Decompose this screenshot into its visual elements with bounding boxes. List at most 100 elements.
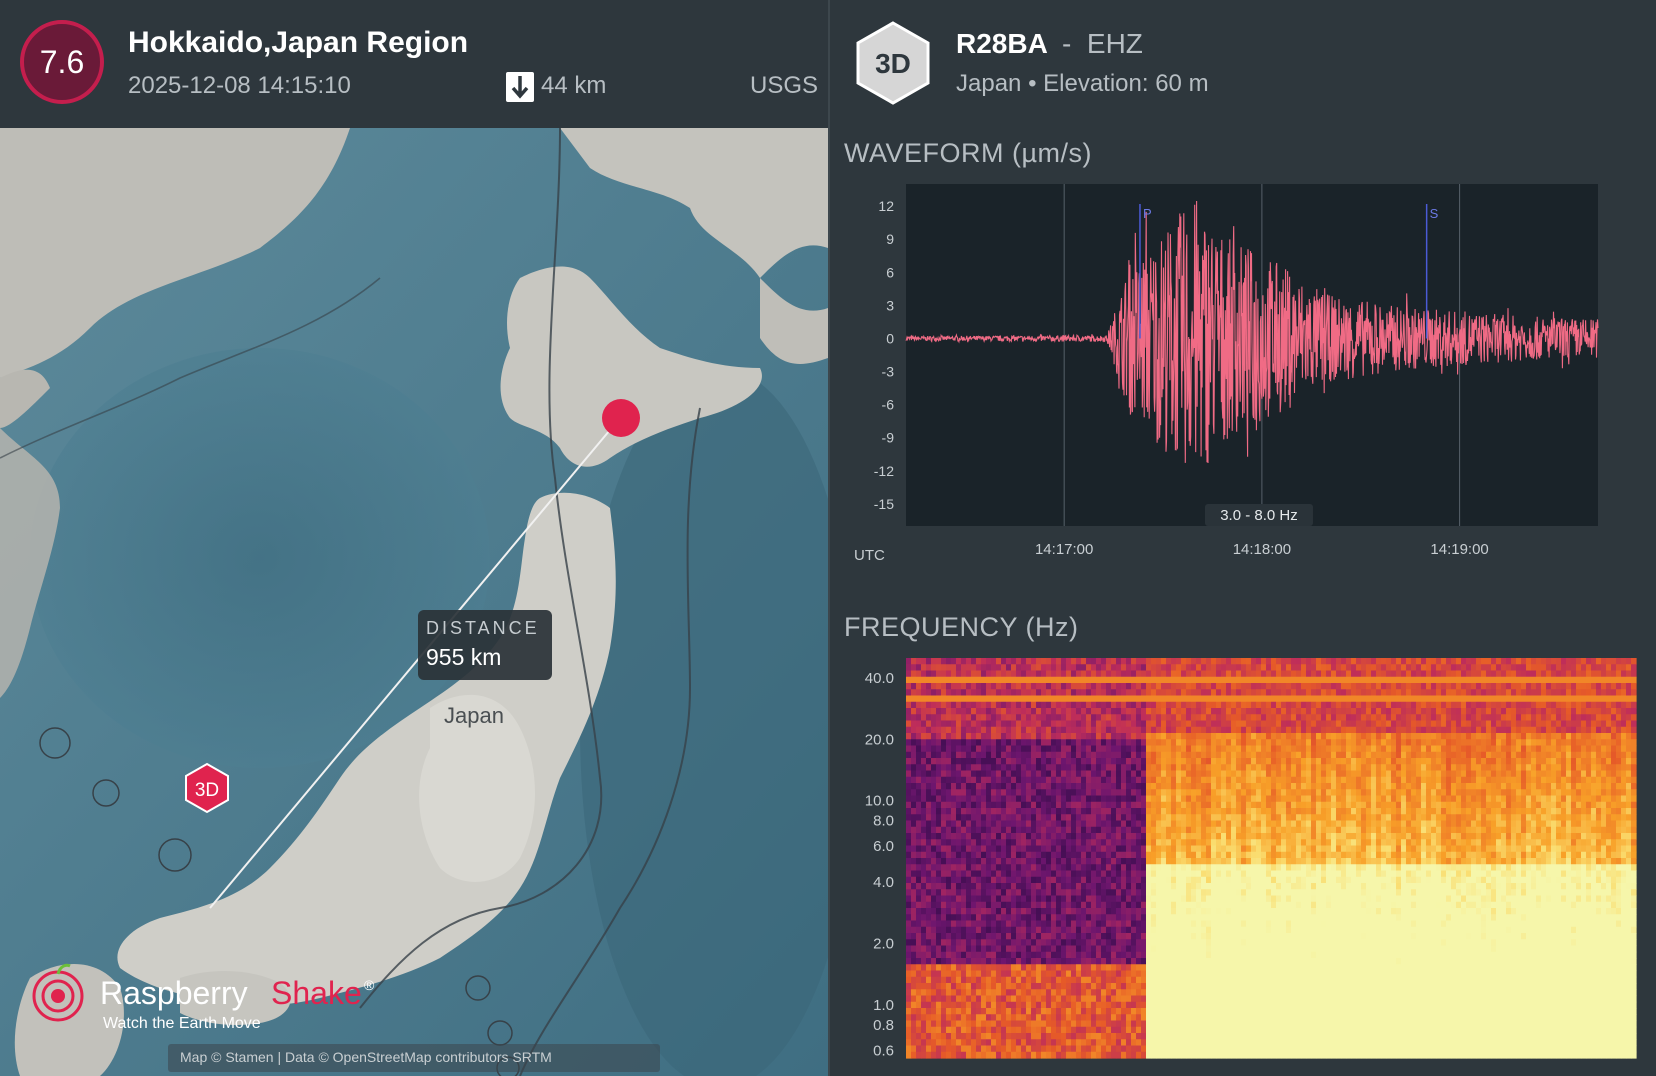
spectrogram-cell [1001,920,1007,928]
spectrogram-cell [941,914,947,922]
spectrogram-cell [1001,883,1007,890]
spectrogram-cell [1061,658,1067,665]
spectrogram-cell [1251,776,1257,784]
spectrogram-cell [1196,695,1202,703]
spectrogram-cell [1021,1014,1027,1022]
spectrogram-cell [926,845,932,853]
spectrogram-cell [906,1014,912,1022]
spectrogram-cell [1131,820,1137,828]
spectrogram-cell [996,1020,1002,1028]
spectrogram-cell [1071,845,1077,853]
spectrogram-cell [1141,1039,1147,1047]
spectrogram-cell [1176,920,1182,928]
spectrogram-cell [1231,658,1237,665]
spectrogram-cell [1101,933,1107,940]
spectrogram-cell [1226,1033,1232,1040]
spectrogram-cell [1216,845,1222,853]
spectrogram-cell [1066,664,1072,672]
spectrogram-cell [991,783,997,790]
spectrogram-cell [956,789,962,797]
spectrogram-cell [1041,833,1047,840]
spectrogram-cell [1256,833,1262,840]
spectrogram-cell [916,795,922,803]
spectrogram-cell [1166,676,1172,684]
epicenter-marker[interactable] [602,399,640,437]
spectrogram-cell [1251,989,1257,997]
spectrogram-cell [1221,870,1227,878]
spectrogram-cell [1151,1020,1157,1028]
spectrogram-cell [1246,1020,1252,1028]
spectrogram-cell [1286,851,1292,859]
station-marker[interactable] [185,762,229,814]
spectrogram-cell [1001,833,1007,840]
spectrogram-cell [1236,1033,1242,1040]
spectrogram-cell [1176,945,1182,953]
spectrogram-cell [1186,989,1192,997]
spectrogram-cell [1131,676,1137,684]
spectrogram-cell [936,945,942,953]
spectrogram-cell [991,926,997,934]
spectrogram-cell [1196,814,1202,822]
spectrogram-cell [911,689,917,697]
spectrogram-cell [1246,1039,1252,1047]
spectrogram-cell [1041,926,1047,934]
spectrogram-cell [1036,864,1042,872]
spectrogram-cell [1056,995,1062,1003]
spectrogram-cell [1256,764,1262,772]
spectrogram-cell [1191,920,1197,928]
spectrogram-cell [976,658,982,665]
spectrogram-cell [1051,970,1057,978]
spectrogram-cell [1081,870,1087,878]
spectrogram-cell [1181,683,1187,690]
spectrogram-cell [1186,964,1192,972]
spectrogram-cell [931,851,937,859]
spectrogram-cell [1091,964,1097,972]
spectrogram-cell [956,964,962,972]
spectrogram-chart[interactable]: 40.020.010.08.06.04.02.01.00.80.6 [830,650,1656,1070]
spectrogram-cell [961,733,967,740]
spectrogram-cell [1176,1001,1182,1009]
spectrogram-cell [1031,908,1037,915]
spectrogram-cell [986,726,992,734]
spectrogram-cell [1096,995,1102,1003]
event-source[interactable]: USGS [749,72,818,99]
spectrogram-cell [1256,964,1262,972]
spectrogram-cell [1211,801,1217,809]
spectrogram-cell [1196,945,1202,953]
spectrogram-cell [1026,776,1032,784]
spectrogram-cell [1276,808,1282,815]
spectrogram-cell [971,1020,977,1028]
spectrogram-cell [906,983,912,990]
spectrogram-cell [1281,920,1287,928]
spectrogram-cell [1211,683,1217,690]
spectrogram-cell [961,976,967,984]
magnitude-badge[interactable]: 7.6 [20,20,104,104]
spectrogram-cell [986,701,992,709]
spectrogram-cell [1206,814,1212,822]
spectrogram-cell [1041,658,1047,665]
spectrogram-cell [931,983,937,990]
spectrogram-cell [1181,714,1187,722]
spectrogram-cell [1216,795,1222,803]
spectrogram-cell [1201,976,1207,984]
spectrogram-cell [1081,764,1087,772]
spectrogram-cell [1266,976,1272,984]
spectrogram-cell [1136,764,1142,772]
spectrogram-cell [1261,826,1267,834]
spectrogram-cell [1211,808,1217,815]
spectrogram-cell [1231,958,1237,965]
spectrogram-cell [1241,776,1247,784]
event-map[interactable]: 3D Japan Raspberry Shake ® Watch the Ear… [0,128,828,1076]
spectrogram-cell [1041,1014,1047,1022]
spectrogram-cell [921,689,927,697]
spectrogram-cell [1091,1045,1097,1053]
map-attribution[interactable]: Map © Stamen | Data © OpenStreetMap cont… [180,1049,552,1065]
spectrogram-cell [1201,983,1207,990]
spectrogram-cell [1221,720,1227,728]
spectrogram-cell [1081,1045,1087,1053]
spectrogram-cell [936,701,942,709]
spectrogram-cell [1226,808,1232,815]
spectrogram-cell [1116,664,1122,672]
spectrogram-cell [1181,795,1187,803]
